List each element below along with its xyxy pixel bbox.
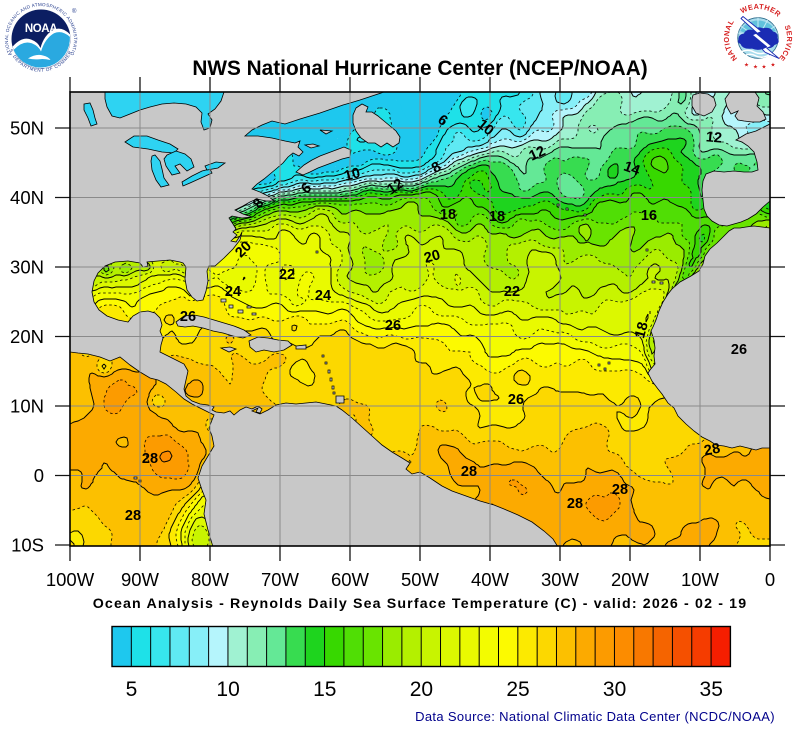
svg-text:35: 35 (700, 678, 723, 701)
svg-text:28: 28 (142, 451, 158, 467)
svg-text:10N: 10N (10, 395, 44, 416)
svg-text:12: 12 (705, 129, 722, 146)
svg-text:★: ★ (744, 62, 749, 69)
svg-text:16: 16 (641, 208, 657, 224)
svg-text:26: 26 (731, 342, 747, 358)
svg-text:28: 28 (612, 482, 628, 498)
svg-text:★: ★ (762, 64, 767, 71)
svg-text:10W: 10W (681, 569, 720, 590)
svg-text:50N: 50N (10, 117, 44, 138)
svg-text:0: 0 (34, 465, 44, 486)
svg-text:30N: 30N (10, 256, 44, 277)
svg-text:90W: 90W (121, 569, 160, 590)
svg-text:30W: 30W (541, 569, 580, 590)
svg-text:20: 20 (422, 247, 442, 267)
svg-text:18: 18 (632, 320, 652, 340)
svg-text:18: 18 (489, 209, 505, 225)
svg-text:5: 5 (126, 678, 138, 701)
svg-text:20N: 20N (10, 326, 44, 347)
svg-text:70W: 70W (261, 569, 300, 590)
svg-text:26: 26 (385, 318, 401, 334)
svg-text:24: 24 (225, 284, 241, 300)
svg-text:50W: 50W (401, 569, 440, 590)
svg-text:22: 22 (279, 267, 295, 283)
svg-text:20W: 20W (611, 569, 650, 590)
svg-text:12: 12 (384, 176, 406, 198)
svg-text:100W: 100W (46, 569, 95, 590)
svg-text:NOAA: NOAA (25, 23, 57, 35)
svg-text:NWS National Hurricane Center: NWS National Hurricane Center (NCEP/NOAA… (192, 57, 647, 80)
svg-text:Data Source: National Climatic: Data Source: National Climatic Data Cent… (415, 709, 775, 724)
svg-text:10: 10 (342, 165, 362, 185)
svg-text:★: ★ (753, 64, 758, 71)
svg-text:®: ® (72, 8, 77, 15)
svg-text:80W: 80W (191, 569, 230, 590)
svg-text:26: 26 (180, 309, 196, 325)
svg-text:40W: 40W (471, 569, 510, 590)
svg-text:30: 30 (603, 678, 626, 701)
svg-text:★: ★ (771, 62, 776, 69)
svg-text:10: 10 (474, 116, 497, 139)
svg-text:10S: 10S (11, 534, 44, 555)
svg-text:Ocean Analysis - Reynolds Dail: Ocean Analysis - Reynolds Daily Sea Surf… (93, 596, 748, 612)
svg-text:18: 18 (440, 207, 456, 223)
svg-text:60W: 60W (331, 569, 370, 590)
svg-text:25: 25 (506, 678, 529, 701)
svg-text:22: 22 (504, 284, 520, 300)
svg-text:24: 24 (315, 288, 331, 304)
svg-text:26: 26 (508, 392, 524, 408)
svg-text:40N: 40N (10, 187, 44, 208)
svg-text:28: 28 (703, 441, 722, 460)
svg-text:28: 28 (125, 508, 141, 524)
svg-text:10: 10 (216, 678, 239, 701)
svg-text:28: 28 (461, 464, 477, 480)
svg-text:14: 14 (621, 159, 642, 180)
svg-text:15: 15 (313, 678, 336, 701)
svg-text:28: 28 (567, 496, 583, 512)
svg-text:12: 12 (527, 143, 548, 164)
svg-text:20: 20 (410, 678, 433, 701)
svg-text:0: 0 (765, 569, 775, 590)
